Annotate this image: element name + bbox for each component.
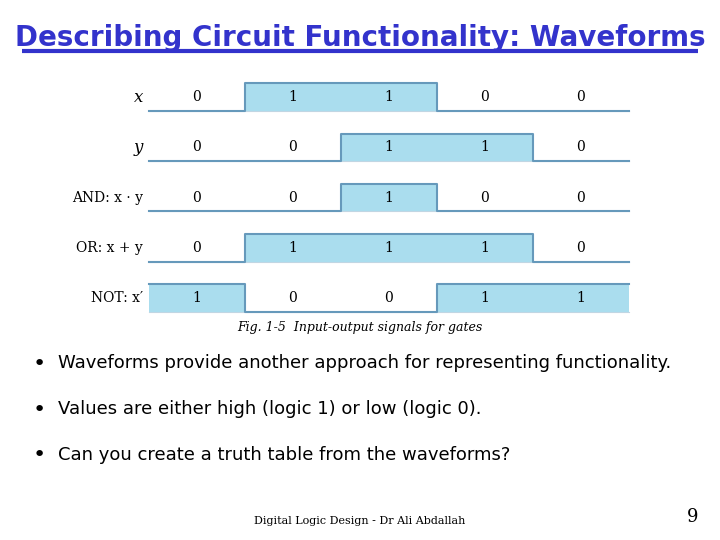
Bar xyxy=(533,285,629,312)
Text: 1: 1 xyxy=(480,291,489,305)
Text: OR: x + y: OR: x + y xyxy=(76,241,143,255)
Bar xyxy=(437,285,533,312)
Bar xyxy=(245,83,341,111)
Text: y: y xyxy=(134,139,143,156)
Text: 1: 1 xyxy=(192,291,201,305)
Text: 0: 0 xyxy=(480,191,489,205)
Text: 1: 1 xyxy=(384,241,393,255)
Text: 1: 1 xyxy=(384,140,393,154)
Bar xyxy=(341,83,437,111)
Text: 0: 0 xyxy=(289,291,297,305)
Bar xyxy=(437,133,533,161)
Text: 1: 1 xyxy=(384,90,393,104)
Text: 1: 1 xyxy=(577,291,585,305)
Text: 1: 1 xyxy=(289,90,297,104)
Text: 0: 0 xyxy=(289,140,297,154)
Text: 0: 0 xyxy=(577,140,585,154)
Text: AND: x · y: AND: x · y xyxy=(72,191,143,205)
Text: Fig. 1-5  Input-output signals for gates: Fig. 1-5 Input-output signals for gates xyxy=(238,321,482,334)
Bar xyxy=(341,184,437,211)
Text: •: • xyxy=(33,446,46,465)
Bar xyxy=(341,133,437,161)
Text: Values are either high (logic 1) or low (logic 0).: Values are either high (logic 1) or low … xyxy=(58,400,481,417)
Text: 1: 1 xyxy=(384,191,393,205)
Text: 0: 0 xyxy=(577,241,585,255)
Text: 0: 0 xyxy=(480,90,489,104)
Text: 0: 0 xyxy=(384,291,393,305)
Bar xyxy=(341,234,437,262)
Text: 0: 0 xyxy=(192,241,201,255)
Text: •: • xyxy=(33,400,46,420)
Bar xyxy=(245,234,341,262)
Text: x: x xyxy=(134,89,143,106)
Text: 0: 0 xyxy=(192,191,201,205)
Text: Waveforms provide another approach for representing functionality.: Waveforms provide another approach for r… xyxy=(58,354,671,372)
Text: 0: 0 xyxy=(289,191,297,205)
Text: 9: 9 xyxy=(687,509,698,526)
Text: NOT: x′: NOT: x′ xyxy=(91,291,143,305)
Text: 1: 1 xyxy=(480,140,489,154)
Text: Can you create a truth table from the waveforms?: Can you create a truth table from the wa… xyxy=(58,446,510,463)
Text: 1: 1 xyxy=(289,241,297,255)
Text: Digital Logic Design - Dr Ali Abdallah: Digital Logic Design - Dr Ali Abdallah xyxy=(254,516,466,526)
Text: •: • xyxy=(33,354,46,374)
Text: Describing Circuit Functionality: Waveforms: Describing Circuit Functionality: Wavefo… xyxy=(14,24,706,52)
Text: 1: 1 xyxy=(480,241,489,255)
Bar xyxy=(149,285,245,312)
Text: 0: 0 xyxy=(192,140,201,154)
Text: 0: 0 xyxy=(577,191,585,205)
Text: 0: 0 xyxy=(192,90,201,104)
Text: 0: 0 xyxy=(577,90,585,104)
Bar xyxy=(437,234,533,262)
